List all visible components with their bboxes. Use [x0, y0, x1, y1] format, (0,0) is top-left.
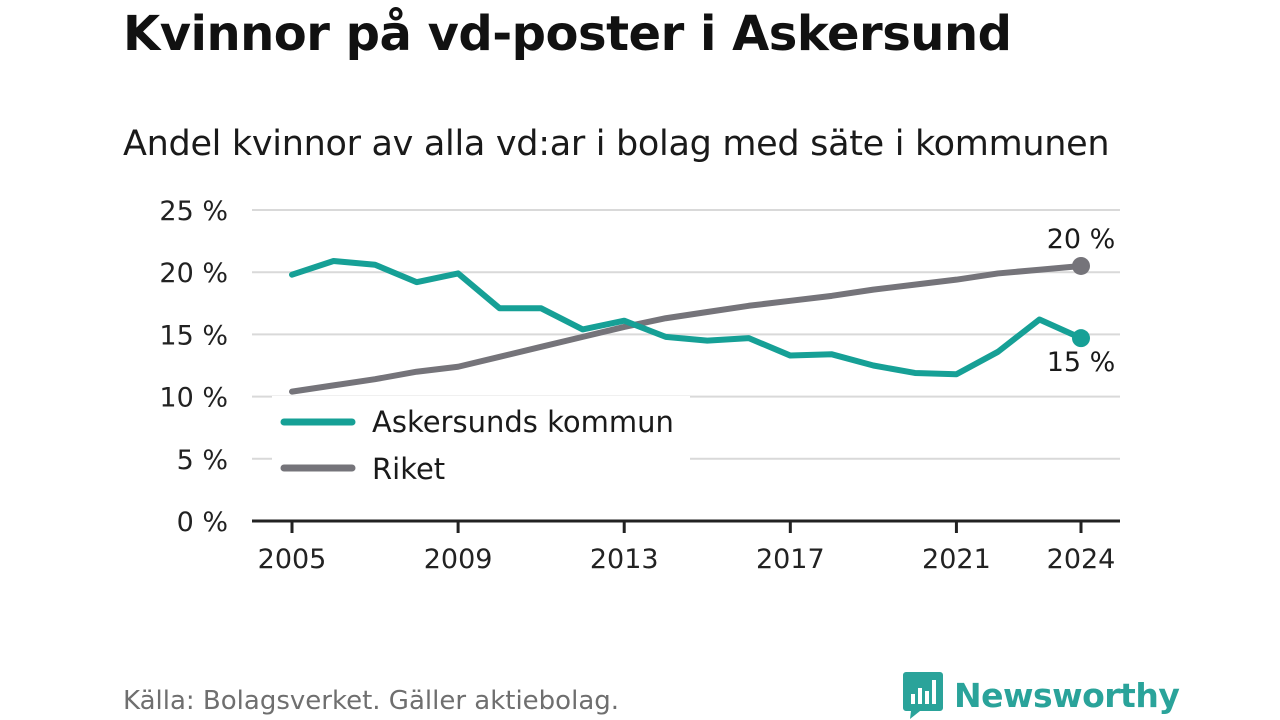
legend-label-askersund: Askersunds kommun: [372, 405, 674, 439]
chart-title: Kvinnor på vd-poster i Askersund: [123, 6, 1012, 62]
y-tick-label: 20 %: [159, 258, 228, 289]
end-value-label: 20 %: [1047, 224, 1116, 255]
legend-background: [272, 396, 690, 492]
y-tick-label: 5 %: [177, 445, 228, 476]
end-value-label: 15 %: [1047, 347, 1116, 378]
end-point: [1072, 329, 1090, 348]
y-tick-label: 10 %: [159, 383, 228, 414]
chart-subtitle: Andel kvinnor av alla vd:ar i bolag med …: [123, 124, 1110, 164]
y-tick-label: 25 %: [159, 196, 228, 227]
y-tick-label: 15 %: [159, 320, 228, 351]
series-line-riket: [289, 262, 1084, 395]
y-tick-label: 0 %: [177, 507, 228, 538]
x-tick-label: 2013: [590, 544, 659, 575]
newsworthy-logo: Newsworthy: [902, 670, 1180, 720]
end-point: [1072, 256, 1090, 275]
logo-text: Newsworthy: [954, 675, 1180, 715]
series-line-askersunds-kommun: [289, 258, 1084, 378]
y-axis-ticks: 0 % 5 % 10 % 15 % 20 % 25 %: [159, 196, 228, 538]
end-labels: 15 % 20 %: [1047, 224, 1116, 378]
x-tick-label: 2009: [424, 544, 493, 575]
source-note: Källa: Bolagsverket. Gäller aktiebolag.: [123, 686, 620, 716]
series-lines: [289, 258, 1084, 395]
x-tick-label: 2005: [258, 544, 327, 575]
x-tick-label: 2021: [922, 544, 991, 575]
legend-label-riket: Riket: [372, 452, 445, 486]
x-tick-label: 2024: [1047, 544, 1116, 575]
x-axis: 2005 2009 2013 2017 2021 2024: [252, 519, 1120, 575]
bar-chart-speech-bubble-icon: [903, 672, 943, 719]
legend: Askersunds kommun Riket: [272, 396, 690, 492]
x-tick-label: 2017: [756, 544, 825, 575]
